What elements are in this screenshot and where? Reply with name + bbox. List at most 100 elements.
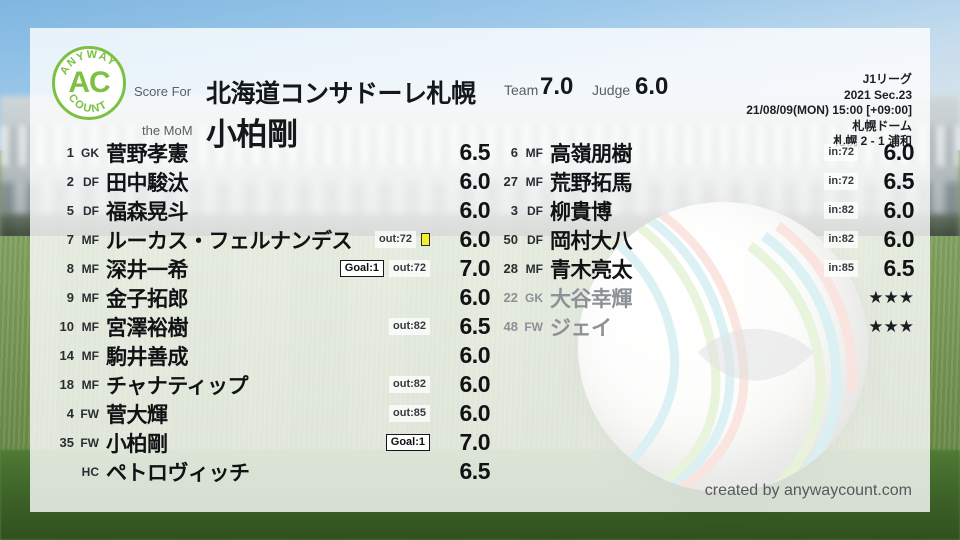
player-row[interactable]: 5 DF 福森晃斗 6.0: [50, 196, 491, 225]
player-rating: 7.0: [459, 255, 491, 281]
match-meta: J1リーグ 2021 Sec.23 21/08/09(MON) 15:00 [+…: [746, 72, 912, 150]
player-rating: 6.5: [883, 168, 915, 194]
player-row[interactable]: 9 MF 金子拓郎 6.0: [50, 283, 491, 312]
substitution-badge: in:85: [824, 260, 858, 277]
player-name: 福森晃斗: [106, 200, 189, 224]
substitution-badge: out:85: [389, 405, 430, 422]
goal-badge: Goal:1: [385, 434, 430, 451]
player-rating: 6.0: [883, 226, 915, 252]
player-name: 菅大輝: [106, 403, 168, 427]
player-position: MF: [81, 261, 99, 276]
logo-initials: AC: [68, 66, 110, 99]
team-name: 北海道コンサドーレ札幌: [206, 80, 476, 108]
score-card: ANYWAY COUNT AC Score For 北海道コンサドーレ札幌 th…: [30, 28, 930, 512]
player-number: 8: [66, 261, 74, 276]
player-badges: in:72: [824, 173, 864, 190]
player-badges: out:82: [389, 376, 436, 393]
player-number: 22: [503, 290, 518, 305]
player-number: 9: [66, 290, 74, 305]
player-position: GK: [525, 290, 543, 305]
player-number: 10: [59, 319, 74, 334]
player-position: DF: [83, 174, 99, 189]
player-rating: 7.0: [459, 429, 491, 455]
player-name: 宮澤裕樹: [106, 316, 189, 340]
player-row[interactable]: 4 FW 菅大輝 out:85 6.0: [50, 399, 491, 428]
player-position: MF: [81, 348, 99, 363]
player-badges: in:82: [824, 202, 864, 219]
player-rating: 6.0: [883, 197, 915, 223]
judge-rating-value: 6.0: [635, 73, 669, 100]
player-position: MF: [81, 232, 99, 247]
player-number: 27: [503, 174, 518, 189]
meta-league: J1リーグ: [862, 72, 912, 86]
player-position: MF: [81, 377, 99, 392]
player-badges: Goal:1: [385, 434, 436, 451]
substitution-badge: in:82: [824, 202, 858, 219]
team-rating-label: Team: [504, 82, 539, 98]
player-number: 18: [59, 377, 74, 392]
substitution-badge: out:72: [375, 231, 416, 248]
player-number: 2: [66, 174, 74, 189]
player-name: 金子拓郎: [106, 287, 189, 311]
starters-list: 1 GK 菅野孝憲 6.5 2 DF 田中駿汰 6.0 5 DF 福森晃斗 6.0 7 MF ルーカス・フェ…: [50, 138, 491, 486]
substitution-badge: in:72: [824, 144, 858, 161]
player-row[interactable]: HC ペトロヴィッチ 6.5: [50, 457, 491, 486]
player-name: 高嶺朋樹: [550, 142, 633, 166]
player-name: 青木亮太: [550, 258, 633, 282]
player-number: 50: [503, 232, 518, 247]
player-row[interactable]: 2 DF 田中駿汰 6.0: [50, 167, 491, 196]
player-row[interactable]: 3 DF 柳貴博 in:82 6.0: [490, 196, 915, 225]
player-row[interactable]: 14 MF 駒井善成 6.0: [50, 341, 491, 370]
player-name: 岡村大八: [550, 229, 633, 253]
score-for-label: Score For: [134, 84, 192, 99]
logo-arc-top: ANYWAY: [58, 49, 117, 77]
player-row[interactable]: 50 DF 岡村大八 in:82 6.0: [490, 225, 915, 254]
player-row[interactable]: 18 MF チャナティップ out:82 6.0: [50, 370, 491, 399]
player-position: FW: [80, 406, 99, 421]
player-row[interactable]: 48 FW ジェイ ★★★: [490, 312, 914, 341]
player-row[interactable]: 1 GK 菅野孝憲 6.5: [50, 138, 491, 167]
player-number: 6: [510, 145, 518, 160]
player-name: 田中駿汰: [106, 171, 189, 195]
meta-venue: 札幌ドーム: [852, 118, 912, 133]
player-rating: 6.0: [459, 284, 491, 310]
player-row[interactable]: 7 MF ルーカス・フェルナンデス out:72 6.0: [50, 225, 491, 254]
logo-arc-bottom: COUNT: [66, 92, 109, 115]
judge-rating-label: Judge: [592, 82, 631, 98]
svg-text:COUNT: COUNT: [66, 92, 111, 115]
player-position: MF: [81, 319, 99, 334]
player-row[interactable]: 10 MF 宮澤裕樹 out:82 6.5: [50, 312, 491, 341]
substitution-badge: out:82: [389, 318, 430, 335]
player-badges: out:82: [389, 318, 436, 335]
player-badges: Goal:1 out:72: [339, 260, 436, 277]
footer-credit: created by anywaycount.com: [704, 482, 912, 499]
player-row[interactable]: 35 FW 小柏剛 Goal:1 7.0: [50, 428, 491, 457]
substitution-badge: in:72: [824, 173, 858, 190]
player-row[interactable]: 22 GK 大谷幸輝 ★★★: [490, 283, 914, 312]
yellow-card-icon: [421, 233, 430, 246]
player-rating: 6.5: [459, 139, 491, 165]
player-number: 1: [66, 145, 74, 160]
player-number: 7: [66, 232, 74, 247]
player-number: 4: [66, 406, 74, 421]
meta-season: 2021 Sec.23: [843, 87, 912, 102]
mom-player-name: 小柏剛: [206, 117, 298, 152]
player-position: FW: [524, 319, 543, 334]
player-position: DF: [83, 203, 99, 218]
team-rating-value: 7.0: [540, 73, 574, 100]
player-rating: 6.5: [459, 458, 491, 484]
player-position: FW: [80, 435, 99, 450]
player-rating: 6.0: [459, 342, 491, 368]
player-position: MF: [525, 174, 543, 189]
mom-label: the MoM: [142, 123, 193, 138]
player-rating: 6.5: [459, 313, 491, 339]
player-row[interactable]: 8 MF 深井一希 Goal:1 out:72 7.0: [50, 254, 491, 283]
player-badges: in:85: [824, 260, 864, 277]
player-row[interactable]: 28 MF 青木亮太 in:85 6.5: [490, 254, 915, 283]
player-row[interactable]: 6 MF 高嶺朋樹 in:72 6.0: [490, 138, 915, 167]
player-row[interactable]: 27 MF 荒野拓馬 in:72 6.5: [490, 167, 915, 196]
player-name: 荒野拓馬: [550, 171, 633, 195]
substitutes-list: 6 MF 高嶺朋樹 in:72 6.0 27 MF 荒野拓馬 in:72 6.5 3 DF 柳貴博 in:…: [490, 138, 915, 341]
player-rating: 6.0: [459, 400, 491, 426]
meta-kickoff: 21/08/09(MON) 15:00 [+09:00]: [746, 103, 912, 118]
